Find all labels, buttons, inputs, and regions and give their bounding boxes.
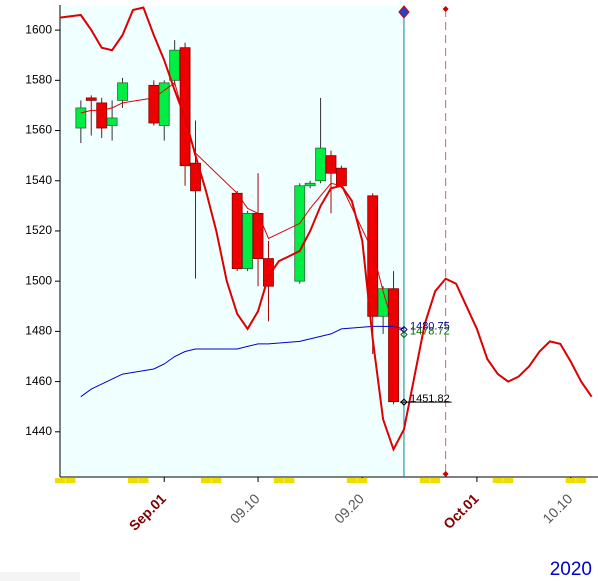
candle-body [117, 82, 128, 101]
candle-body [75, 107, 87, 129]
indicator-line [59, 6, 593, 452]
weekend-marker [65, 478, 76, 483]
weekend-marker [357, 478, 368, 483]
weekend-marker [55, 478, 65, 483]
weekend-marker [273, 478, 284, 483]
status-strip [0, 572, 80, 581]
candle-body [242, 212, 254, 270]
candle-body [231, 192, 243, 270]
y-tick-label: 1480 [25, 324, 52, 338]
weekend-marker [565, 478, 576, 483]
y-tick-label: 1540 [25, 173, 52, 187]
candle-body [169, 49, 181, 81]
cursor-marker [398, 5, 410, 19]
weekend-marker [492, 478, 503, 483]
candle-body [325, 155, 337, 174]
candle-body [190, 162, 201, 192]
forecast-marker [442, 471, 449, 477]
y-tick-label: 1560 [25, 123, 52, 137]
candle-body [106, 117, 118, 126]
candle-body [294, 185, 306, 282]
year-label: 2020 [550, 559, 592, 580]
weekend-marker [430, 478, 441, 483]
y-tick-label: 1500 [25, 273, 52, 287]
candle-body [85, 97, 97, 101]
annotation-label: 1478.72 [410, 326, 450, 338]
annotation-marker [400, 325, 408, 334]
weekend-marker [138, 478, 149, 483]
annotation-marker [400, 398, 408, 406]
weekend-marker [211, 478, 222, 483]
weekend-marker [200, 478, 211, 483]
candle-body [263, 258, 274, 287]
candle-body [367, 195, 379, 317]
forecast-marker [442, 6, 449, 12]
weekend-marker [576, 478, 587, 483]
weekend-marker [284, 478, 295, 483]
indicator-line [80, 325, 405, 398]
candle-body [315, 147, 326, 182]
candle-body [336, 167, 347, 187]
weekend-marker [503, 478, 514, 483]
candle-body [252, 212, 264, 259]
annotation-label: 1451.82 [410, 393, 450, 405]
y-tick-label: 1460 [25, 374, 52, 388]
candle-body [388, 288, 399, 403]
y-tick-label: 1600 [25, 22, 52, 36]
candle-body [148, 84, 160, 124]
candle-body [158, 82, 170, 126]
annotation-label: 1480.75 [410, 320, 450, 332]
candle-body [304, 182, 316, 187]
indicator-line [80, 81, 405, 332]
annotation-marker [400, 330, 408, 339]
candle-body [377, 288, 389, 317]
weekend-marker [419, 478, 430, 483]
candle-body [96, 102, 108, 129]
y-tick-label: 1440 [25, 424, 52, 438]
y-tick-label: 1520 [25, 223, 52, 237]
weekend-marker [346, 478, 357, 483]
y-tick-label: 1580 [25, 72, 52, 86]
weekend-marker [127, 478, 138, 483]
